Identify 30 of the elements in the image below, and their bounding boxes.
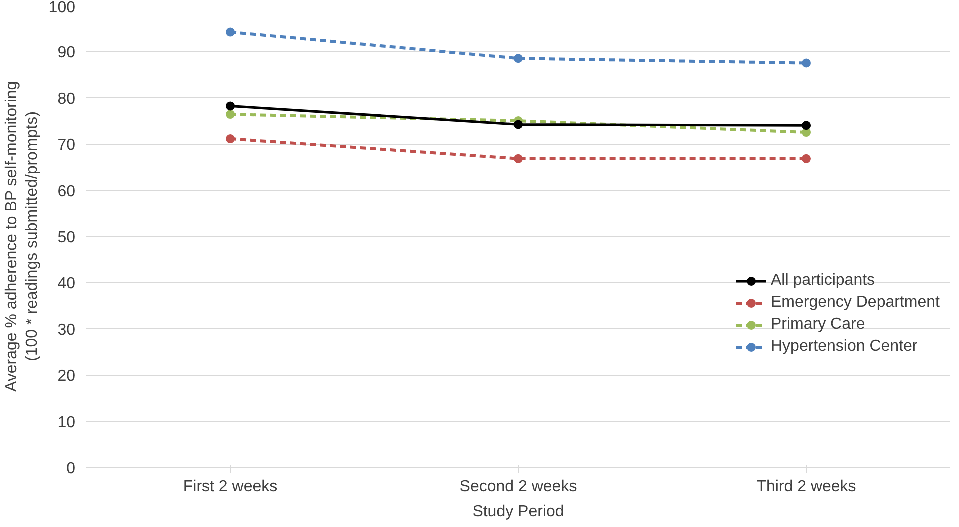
point bbox=[514, 154, 523, 164]
point bbox=[226, 28, 235, 37]
point bbox=[802, 154, 811, 164]
y-tick-label: 50 bbox=[58, 230, 76, 246]
x-tick-label: First 2 weeks bbox=[183, 478, 278, 496]
point bbox=[514, 54, 523, 64]
y-tick-label: 20 bbox=[58, 368, 76, 386]
y-tick-label: 10 bbox=[58, 414, 76, 432]
y-tick-label: 0 bbox=[66, 460, 76, 478]
point bbox=[802, 58, 811, 68]
point bbox=[226, 134, 235, 144]
point bbox=[226, 110, 235, 120]
y-tick-label: 40 bbox=[58, 276, 76, 293]
y-tick-label: 30 bbox=[58, 322, 76, 339]
legend-label: Primary Care bbox=[771, 316, 866, 334]
y-axis-title: Average % adherence to BP self-monitoring (100 * readings submitted/prompts) bbox=[3, 81, 41, 392]
y-tick-label: 60 bbox=[58, 183, 76, 200]
legend-label: Hypertension Center bbox=[771, 338, 918, 356]
point bbox=[226, 102, 235, 111]
y-tick-label: 80 bbox=[58, 90, 76, 108]
x-tick-label: Second 2 weeks bbox=[460, 478, 578, 496]
legend-label: All participants bbox=[771, 272, 876, 290]
x-axis-title: Study Period bbox=[472, 504, 564, 520]
y-tick-label: 100 bbox=[48, 0, 76, 16]
point bbox=[514, 120, 523, 130]
y-tick-label: 90 bbox=[58, 44, 76, 62]
x-tick-label: Third 2 weeks bbox=[756, 478, 856, 496]
legend-label: Emergency Department bbox=[771, 294, 940, 312]
point bbox=[802, 121, 811, 130]
y-tick-label: 70 bbox=[58, 137, 76, 154]
